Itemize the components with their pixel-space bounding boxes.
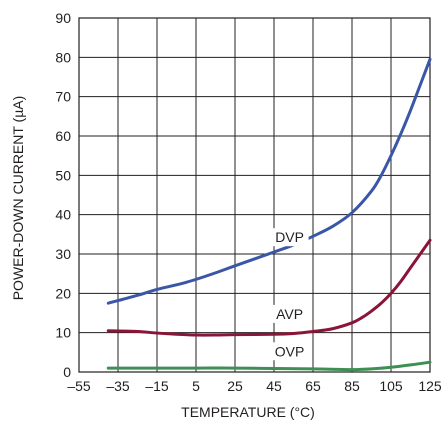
y-tick-label: 30: [55, 246, 71, 262]
x-tick-label: 45: [266, 378, 282, 394]
series-label-avp: AVP: [276, 306, 303, 322]
x-tick-label: –15: [145, 378, 169, 394]
x-tick-label: 25: [227, 378, 243, 394]
x-tick-label: 85: [344, 378, 360, 394]
x-tick-label: –55: [67, 378, 91, 394]
x-tick-label: 5: [192, 378, 200, 394]
series-label-dvp: DVP: [275, 229, 304, 245]
x-tick-label: 65: [305, 378, 321, 394]
series-line-avp: [106, 238, 432, 337]
x-tick-label: 105: [379, 378, 403, 394]
y-tick-label: 60: [55, 128, 71, 144]
y-axis-title: POWER-DOWN CURRENT (µA): [10, 96, 26, 301]
y-tick-label: 90: [55, 10, 71, 26]
y-tick-label: 50: [55, 167, 71, 183]
x-axis-title: TEMPERATURE (°C): [181, 404, 315, 420]
series-line-ovp: [106, 360, 432, 372]
series-labels: DVP AVP OVP: [270, 228, 309, 361]
y-tick-labels: 0 10 20 30 40 50 60 70 80 90: [55, 10, 71, 380]
y-tick-label: 10: [55, 325, 71, 341]
series-line-dvp: [106, 57, 432, 305]
series-lines: [106, 57, 432, 372]
x-tick-labels: –55 –35 –15 5 25 45 65 85 105 125: [67, 378, 442, 394]
x-tick-label: –35: [106, 378, 130, 394]
grid: [78, 17, 431, 373]
x-tick-label: 125: [418, 378, 442, 394]
y-tick-label: 0: [63, 364, 71, 380]
series-label-ovp: OVP: [275, 343, 305, 359]
series-label-bg: [270, 304, 309, 323]
series-label-bg: [270, 228, 309, 247]
y-tick-label: 70: [55, 89, 71, 105]
plot-frame: [78, 17, 431, 373]
y-tick-label: 20: [55, 285, 71, 301]
y-tick-label: 40: [55, 207, 71, 223]
y-tick-label: 80: [55, 49, 71, 65]
series-label-bg: [270, 342, 309, 361]
